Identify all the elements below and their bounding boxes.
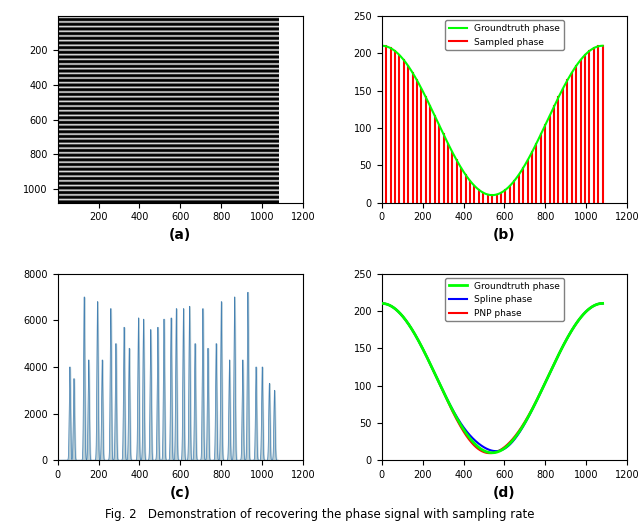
Legend: Groundtruth phase, Sampled phase: Groundtruth phase, Sampled phase — [445, 21, 564, 50]
Legend: Groundtruth phase, Spline phase, PNP phase: Groundtruth phase, Spline phase, PNP pha… — [445, 278, 564, 321]
X-axis label: (a): (a) — [169, 228, 191, 242]
Text: Fig. 2   Demonstration of recovering the phase signal with sampling rate: Fig. 2 Demonstration of recovering the p… — [105, 508, 535, 522]
X-axis label: (d): (d) — [493, 486, 516, 499]
X-axis label: (b): (b) — [493, 228, 516, 242]
X-axis label: (c): (c) — [170, 486, 191, 499]
